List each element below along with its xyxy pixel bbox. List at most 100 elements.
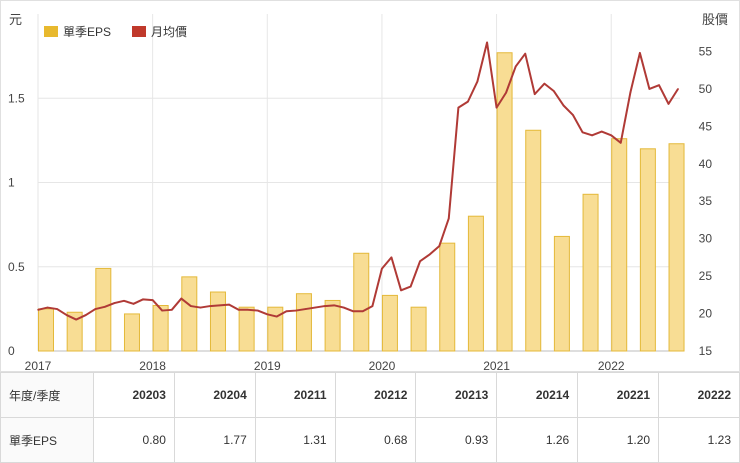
- eps-bar: [639, 148, 656, 352]
- price-point: [94, 308, 97, 310]
- price-point: [361, 310, 364, 313]
- right-tick-label: 40: [699, 157, 713, 171]
- price-point: [256, 309, 259, 312]
- right-tick-label: 15: [699, 344, 713, 358]
- price-point: [409, 285, 412, 288]
- chart-legend[interactable]: 單季EPS 月均價: [44, 25, 187, 39]
- quarter-cell: 20203: [93, 372, 175, 418]
- eps-bar: [553, 235, 570, 352]
- x-tick-label: 2019: [254, 359, 281, 372]
- eps-value-cell: 1.31: [254, 417, 336, 463]
- quarter-cell: 20211: [254, 372, 336, 418]
- eps-bar: [410, 306, 427, 352]
- price-point: [104, 306, 106, 308]
- legend-label-price[interactable]: 月均價: [151, 25, 187, 39]
- price-point: [132, 303, 135, 305]
- left-tick-label: 1.5: [8, 91, 25, 105]
- price-point: [304, 308, 307, 310]
- eps-bar: [525, 129, 542, 352]
- price-point: [285, 310, 288, 313]
- eps-bar: [381, 294, 398, 352]
- price-point: [514, 65, 517, 68]
- price-point: [619, 142, 622, 144]
- table-eps-row: 單季EPS 0.80 1.77 1.31 0.68 0.93 1.26 1.20…: [0, 417, 740, 463]
- price-point: [85, 314, 87, 316]
- eps-value-cell: 1.23: [658, 417, 740, 463]
- price-point: [581, 131, 584, 134]
- right-tick-label: 25: [699, 269, 713, 283]
- table-header-row: 年度/季度 20203 20204 20211 20212 20213 2021…: [0, 372, 740, 418]
- price-point: [180, 297, 183, 300]
- price-point: [553, 90, 555, 92]
- price-point: [390, 256, 393, 259]
- price-point: [170, 309, 173, 311]
- price-point: [600, 130, 603, 133]
- legend-label-eps[interactable]: 單季EPS: [63, 25, 111, 39]
- quarter-cell: 20221: [577, 372, 660, 418]
- price-point: [428, 253, 431, 256]
- price-point: [524, 52, 527, 55]
- price-point: [56, 308, 58, 310]
- chart-border: [0, 0, 740, 372]
- right-tick-label: 50: [699, 82, 713, 96]
- eps-value-cell: 1.77: [173, 417, 256, 463]
- quarter-cell: 20204: [173, 372, 256, 418]
- eps-table: 年度/季度 20203 20204 20211 20212 20213 2021…: [0, 372, 740, 463]
- price-point: [218, 304, 221, 307]
- price-point: [75, 318, 77, 321]
- eps-value-cell: 1.20: [577, 417, 660, 463]
- right-tick-label: 55: [699, 44, 713, 58]
- right-axis-ticks: 15 20 25 30 35 40 45 50 55: [699, 44, 713, 358]
- left-tick-label: 0.5: [8, 260, 25, 274]
- eps-value-cell: 0.80: [93, 417, 175, 463]
- left-axis-ticks: 0 0.5 1 1.5: [8, 91, 25, 358]
- price-point: [46, 306, 49, 309]
- eps-bar: [267, 306, 284, 352]
- quarter-cell: 20214: [496, 372, 579, 418]
- quarter-cell: 20212: [334, 372, 417, 418]
- price-point: [648, 88, 651, 90]
- price-point: [591, 134, 593, 137]
- price-line-group: [37, 41, 679, 321]
- price-point: [667, 103, 670, 105]
- legend-swatch-price: [132, 26, 146, 37]
- price-point: [447, 217, 450, 220]
- table-row-label: 單季EPS: [0, 417, 94, 463]
- price-point: [247, 309, 249, 311]
- price-point: [199, 306, 202, 309]
- price-point: [677, 88, 679, 90]
- eps-bar: [668, 143, 685, 352]
- price-point: [505, 91, 507, 94]
- price-point: [142, 298, 144, 301]
- price-point: [419, 260, 421, 262]
- right-axis-unit: 股價: [702, 12, 728, 27]
- price-point: [467, 100, 469, 103]
- eps-bar: [582, 193, 599, 352]
- quarter-cell: 20213: [415, 372, 498, 418]
- price-point: [533, 93, 536, 95]
- eps-bar: [152, 305, 169, 352]
- price-point: [457, 106, 460, 109]
- price-point: [658, 84, 660, 86]
- price-point: [237, 309, 240, 311]
- price-point: [113, 302, 116, 304]
- price-point: [161, 309, 163, 312]
- eps-value-cell: 1.26: [496, 417, 579, 463]
- eps-bar: [467, 215, 484, 352]
- eps-value-cell: 0.68: [334, 417, 417, 463]
- left-tick-label: 0: [8, 344, 15, 358]
- price-point: [190, 305, 192, 307]
- price-point: [438, 245, 441, 247]
- price-point: [266, 313, 269, 316]
- legend-swatch-eps: [44, 26, 58, 37]
- price-point: [333, 304, 335, 307]
- price-point: [123, 300, 125, 302]
- price-point: [323, 305, 326, 307]
- price-point: [562, 104, 565, 107]
- eps-bar: [611, 138, 628, 352]
- price-point: [352, 310, 355, 313]
- price-point: [381, 267, 383, 270]
- eps-bar: [324, 299, 341, 352]
